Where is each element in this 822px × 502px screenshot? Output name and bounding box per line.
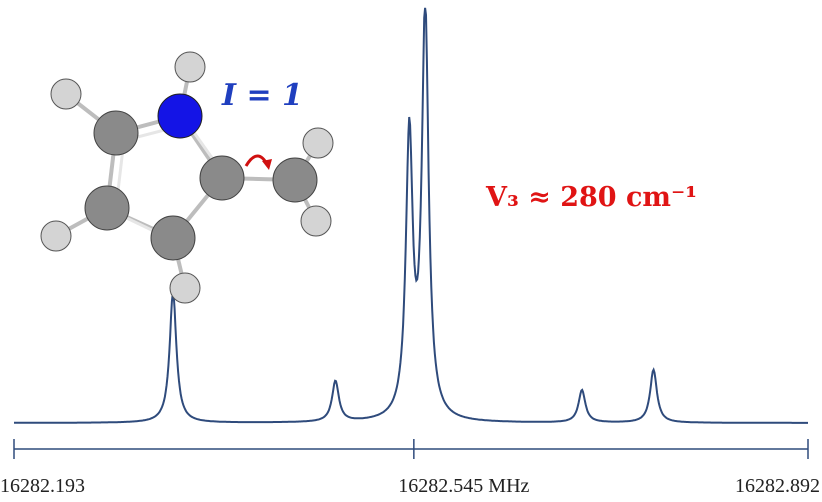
x-tick-labels: 16282.193 16282.545 MHz 16282.892 [0,475,820,497]
hydrogen-atom [300,205,332,237]
hydrogen-atom [40,220,72,252]
x-tick-label: 16282.892 [735,475,820,497]
carbon-atom [84,185,130,231]
hydrogen-atom [302,127,334,159]
carbon-atom [199,155,245,201]
x-tick-label: 16282.193 [0,475,85,497]
hydrogen-atom [174,51,206,83]
rotation-arrowhead-icon [262,159,272,170]
carbon-atom [93,110,139,156]
hydrogen-atom [169,272,201,304]
carbon-atom [272,157,318,203]
hydrogen-atom [50,78,82,110]
nitrogen-atom [157,93,203,139]
x-tick-label: 16282.545 MHz [398,475,529,497]
spectrum-line [14,7,808,424]
methyl-pyrrole-ball-and-stick-icon [40,51,334,304]
nuclear-spin-label: I = 1 [221,78,303,113]
torsional-barrier-label: V₃ ≈ 280 cm⁻¹ [485,182,697,213]
carbon-atom [150,215,196,261]
x-axis [13,439,809,459]
